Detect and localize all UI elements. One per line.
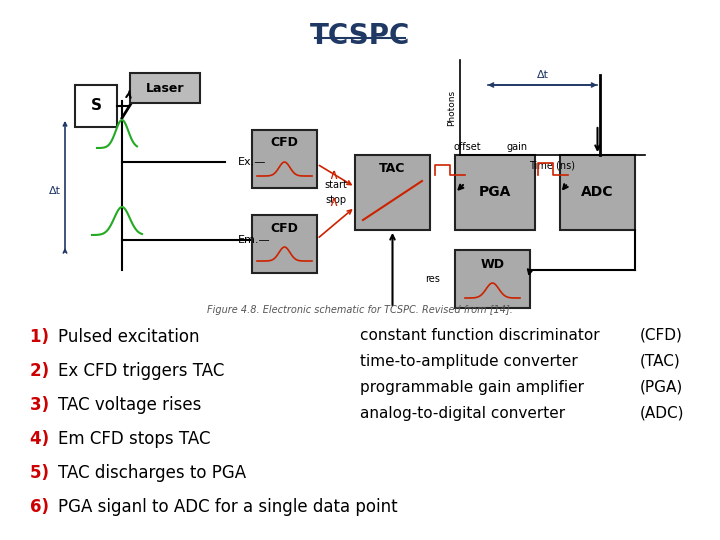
Text: ADC: ADC bbox=[581, 186, 613, 199]
Text: Em CFD stops TAC: Em CFD stops TAC bbox=[58, 430, 210, 448]
Text: PGA siganl to ADC for a single data point: PGA siganl to ADC for a single data poin… bbox=[58, 498, 397, 516]
Bar bbox=[130, 73, 200, 103]
Text: constant function discriminator: constant function discriminator bbox=[360, 328, 600, 343]
Text: 1): 1) bbox=[30, 328, 55, 346]
Text: Ex.—: Ex.— bbox=[238, 157, 266, 167]
Bar bbox=[560, 155, 635, 230]
Text: stop: stop bbox=[326, 195, 347, 205]
Text: S: S bbox=[91, 98, 102, 113]
Text: (TAC): (TAC) bbox=[640, 354, 680, 369]
Text: 6): 6) bbox=[30, 498, 55, 516]
Text: TAC: TAC bbox=[379, 163, 405, 176]
Bar bbox=[252, 215, 317, 273]
Text: offset: offset bbox=[453, 142, 481, 152]
Text: start: start bbox=[324, 180, 347, 190]
Text: ∧: ∧ bbox=[328, 195, 338, 209]
Text: Δt: Δt bbox=[536, 70, 549, 80]
Text: programmable gain amplifier: programmable gain amplifier bbox=[360, 380, 584, 395]
Text: 4): 4) bbox=[30, 430, 55, 448]
Text: time-to-amplitude converter: time-to-amplitude converter bbox=[360, 354, 577, 369]
Text: 5): 5) bbox=[30, 464, 55, 482]
Text: CFD: CFD bbox=[271, 137, 298, 150]
Text: TAC voltage rises: TAC voltage rises bbox=[58, 396, 202, 414]
Bar bbox=[455, 250, 530, 308]
Text: gain: gain bbox=[506, 142, 528, 152]
Bar bbox=[252, 130, 317, 188]
Text: Figure 4.8. Electronic schematic for TCSPC. Revised from [14].: Figure 4.8. Electronic schematic for TCS… bbox=[207, 305, 513, 315]
Text: (PGA): (PGA) bbox=[640, 380, 683, 395]
Text: res: res bbox=[425, 274, 440, 284]
Bar bbox=[75, 85, 117, 127]
Text: TAC discharges to PGA: TAC discharges to PGA bbox=[58, 464, 246, 482]
Text: Pulsed excitation: Pulsed excitation bbox=[58, 328, 199, 346]
Text: Laser: Laser bbox=[145, 82, 184, 94]
Text: 2): 2) bbox=[30, 362, 55, 380]
Text: PGA: PGA bbox=[479, 186, 511, 199]
Text: analog-to-digital converter: analog-to-digital converter bbox=[360, 406, 565, 421]
Text: ∧: ∧ bbox=[328, 168, 338, 182]
Text: (ADC): (ADC) bbox=[640, 406, 685, 421]
Text: Em.—: Em.— bbox=[238, 235, 271, 245]
Text: TCSPC: TCSPC bbox=[310, 22, 410, 50]
Text: Time (ns): Time (ns) bbox=[529, 160, 575, 170]
Text: Ex CFD triggers TAC: Ex CFD triggers TAC bbox=[58, 362, 225, 380]
Text: CFD: CFD bbox=[271, 221, 298, 234]
Bar bbox=[355, 155, 430, 230]
Text: (CFD): (CFD) bbox=[640, 328, 683, 343]
Text: WD: WD bbox=[480, 258, 505, 271]
Text: Δt: Δt bbox=[49, 186, 61, 197]
Bar bbox=[455, 155, 535, 230]
Text: 3): 3) bbox=[30, 396, 55, 414]
Text: Photons: Photons bbox=[448, 90, 456, 126]
